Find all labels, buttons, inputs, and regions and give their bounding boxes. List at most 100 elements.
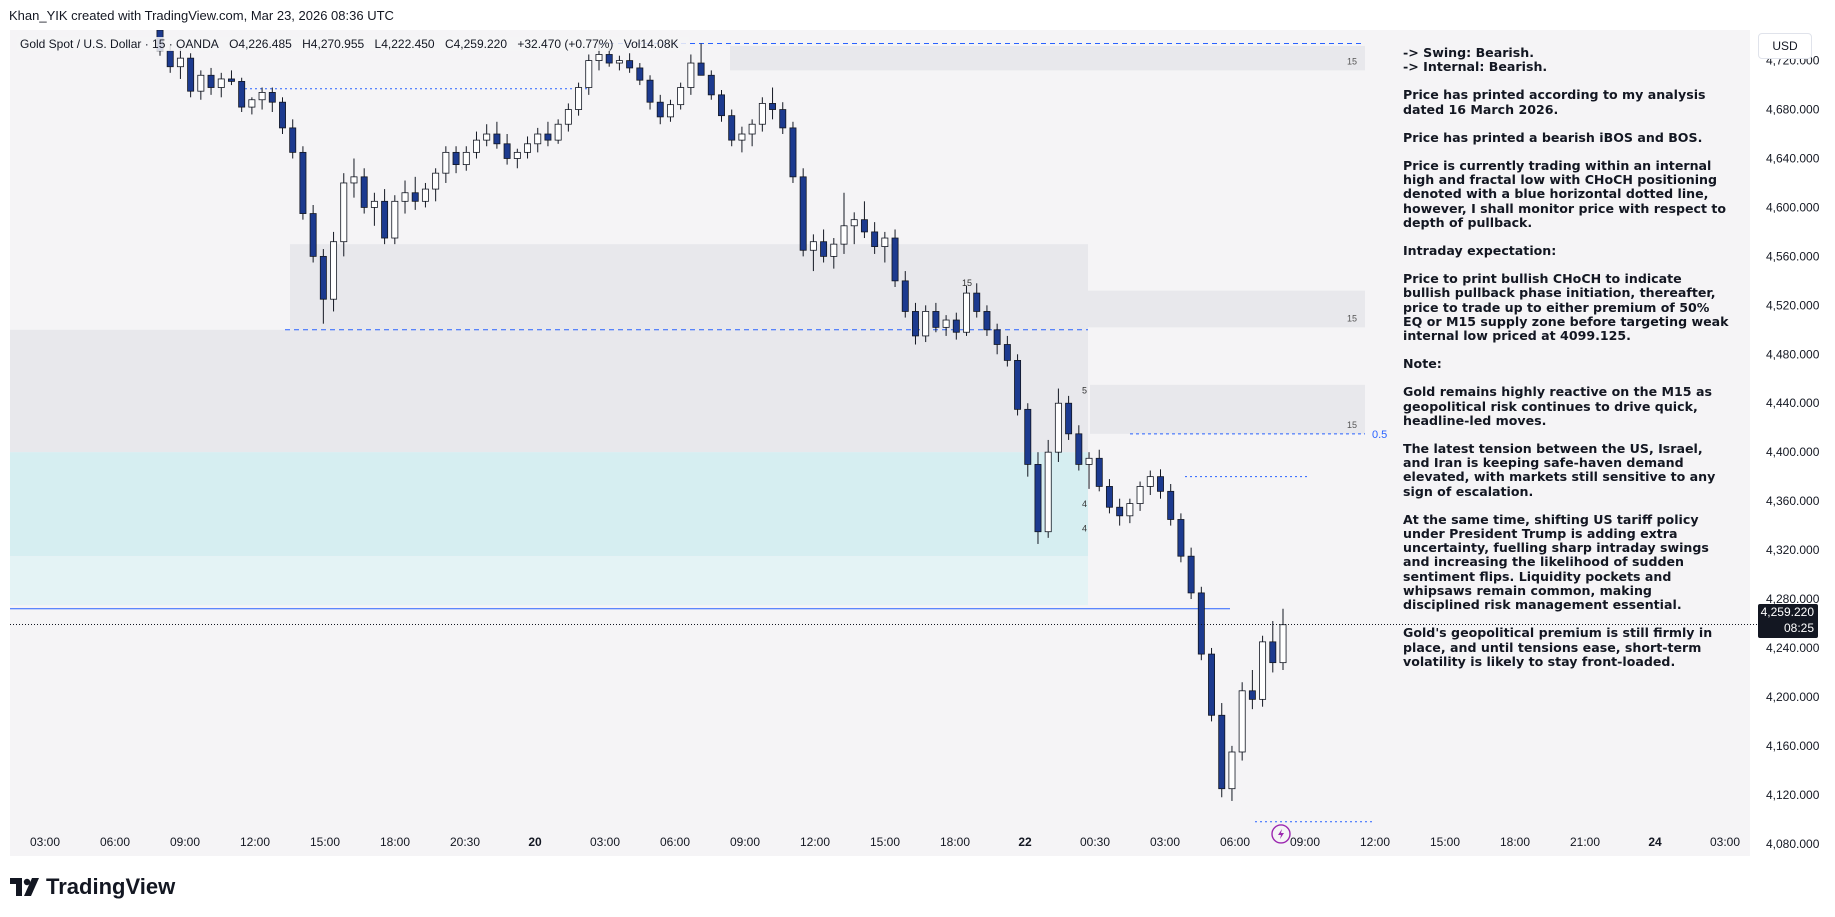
y-tick-label: 4,600.000 xyxy=(1766,200,1820,214)
note-paragraph: Note: xyxy=(1403,356,1442,372)
candle-body xyxy=(299,151,307,214)
candle-body xyxy=(1157,476,1164,492)
candle-body xyxy=(983,311,991,331)
candle-body xyxy=(411,192,419,202)
x-tick-label: 06:00 xyxy=(1220,835,1250,849)
brand-name: TradingView xyxy=(46,874,176,899)
candle-body xyxy=(1259,641,1267,700)
x-tick-label: 24 xyxy=(1648,835,1662,849)
symbol-name[interactable]: Gold Spot / U.S. Dollar · 15 · OANDA xyxy=(20,37,219,51)
candle-body xyxy=(1116,506,1124,517)
y-tick-label: 4,440.000 xyxy=(1766,396,1820,410)
note-paragraph: Price is currently trading within an int… xyxy=(1403,158,1727,230)
candle-body xyxy=(697,62,705,76)
candle-body xyxy=(615,60,623,64)
candle-body xyxy=(268,92,276,103)
y-tick-label: 4,080.000 xyxy=(1766,837,1820,851)
candle-body xyxy=(176,57,184,68)
candle-body xyxy=(1095,457,1103,487)
candle-body xyxy=(595,54,603,61)
x-tick-label: 03:00 xyxy=(1710,835,1740,849)
demand-zone xyxy=(10,452,1088,557)
candle-body xyxy=(1218,714,1226,790)
y-tick-label: 4,480.000 xyxy=(1766,347,1820,361)
candle-body xyxy=(1238,690,1246,753)
y-tick-label: 4,240.000 xyxy=(1766,641,1820,655)
candle-body xyxy=(912,311,919,337)
x-tick-label: 06:00 xyxy=(100,835,130,849)
candle-body xyxy=(493,133,501,145)
candle-body xyxy=(483,133,491,141)
legend-volume: Vol14.08K xyxy=(623,37,679,51)
tradingview-logo[interactable]: TradingView xyxy=(10,874,175,900)
candle-body xyxy=(1136,486,1144,504)
candle-body xyxy=(718,94,725,117)
y-tick-label: 4,320.000 xyxy=(1766,543,1820,557)
candle-body xyxy=(370,200,378,208)
candle-body xyxy=(748,123,756,135)
note-paragraph: Price has printed a bearish iBOS and BOS… xyxy=(1403,129,1703,145)
candle-body xyxy=(891,237,899,282)
supply-zone xyxy=(1090,384,1365,434)
supply-zone xyxy=(290,244,1088,330)
note-paragraph: Gold remains highly reactive on the M15 … xyxy=(1403,384,1712,428)
candle-body xyxy=(830,243,838,257)
candle-body xyxy=(1248,690,1256,700)
candle-body xyxy=(503,143,511,159)
x-tick-label: 12:00 xyxy=(800,835,830,849)
lightning-icon xyxy=(1278,828,1284,839)
event-marker xyxy=(1271,824,1291,844)
candle-body xyxy=(922,311,930,337)
candle-body xyxy=(666,104,674,118)
x-tick-label: 06:00 xyxy=(660,835,690,849)
candle-body xyxy=(707,74,715,96)
candle-body xyxy=(432,172,440,190)
x-tick-label: 03:00 xyxy=(590,835,620,849)
candle-body xyxy=(871,231,879,247)
candle-body xyxy=(1085,457,1093,465)
candle-body xyxy=(442,151,450,174)
candle-body xyxy=(1228,751,1236,790)
x-tick-label: 20 xyxy=(528,835,542,849)
equilibrium-label: 0.5 xyxy=(1372,429,1387,441)
y-tick-label: 4,120.000 xyxy=(1766,788,1820,802)
candle-body xyxy=(952,319,960,333)
supply-zone xyxy=(730,45,1365,71)
note-paragraph: The latest tension between the US, Israe… xyxy=(1403,441,1716,499)
current-price-value: 4,259.220 xyxy=(1760,605,1814,619)
candle-body xyxy=(360,176,368,208)
x-tick-label: 15:00 xyxy=(870,835,900,849)
candle-body xyxy=(513,151,521,159)
candle-body xyxy=(1187,555,1195,594)
candle-body xyxy=(840,225,848,245)
candle-body xyxy=(350,176,358,184)
x-tick-label: 09:00 xyxy=(730,835,760,849)
supply-zone xyxy=(10,329,1088,453)
x-tick-label: 18:00 xyxy=(940,835,970,849)
candle-body xyxy=(1054,402,1062,453)
candle-body xyxy=(279,101,286,129)
chart-credit: Khan_YIK created with TradingView.com, M… xyxy=(9,8,394,23)
candle-body xyxy=(197,74,205,92)
candle-body xyxy=(738,133,746,141)
x-tick-label: 09:00 xyxy=(170,835,200,849)
candle-body xyxy=(1044,451,1052,533)
candle-body xyxy=(289,127,297,153)
y-tick-label: 4,560.000 xyxy=(1766,249,1820,263)
candle-body xyxy=(1269,641,1277,664)
candle-body xyxy=(860,219,868,233)
currency-button[interactable]: USD xyxy=(1758,33,1812,59)
x-tick-label: 03:00 xyxy=(1150,835,1180,849)
y-tick-label: 4,160.000 xyxy=(1766,739,1820,753)
note-paragraph: At the same time, shifting US tariff pol… xyxy=(1403,511,1709,613)
candle-body xyxy=(421,188,429,202)
price-chart[interactable]: 15 15 15 0.5 15 5 4 4 4,080.000 4,120.000 4,160.00… xyxy=(0,30,1835,872)
candle-body xyxy=(758,103,766,125)
tradingview-logo-icon xyxy=(10,878,39,896)
x-tick-label: 09:00 xyxy=(1290,835,1320,849)
candle-body xyxy=(779,109,787,129)
candle-body xyxy=(564,109,572,125)
candle-body xyxy=(309,213,317,257)
candle-body xyxy=(636,67,644,81)
candle-body xyxy=(820,241,828,257)
